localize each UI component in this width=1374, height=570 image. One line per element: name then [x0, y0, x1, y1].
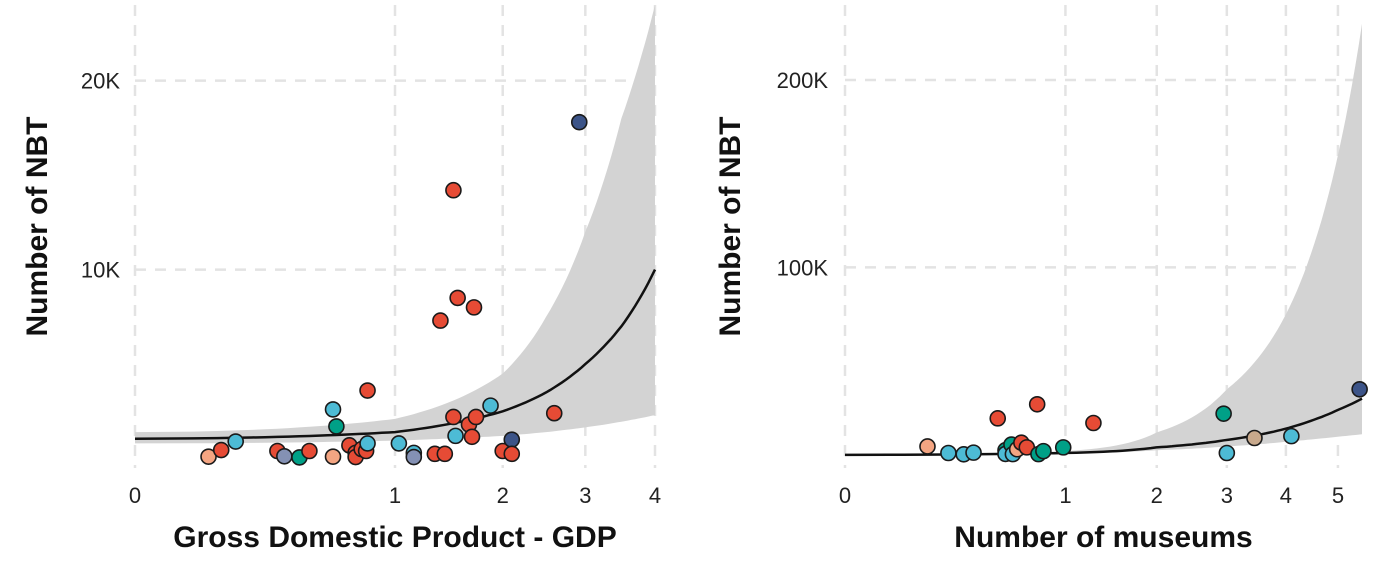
gdp-data-point: [200, 448, 217, 465]
gdp-x-tick-label: 2: [497, 483, 509, 508]
gdp-points: [200, 113, 588, 466]
gdp-data-point: [324, 401, 342, 418]
gdp-x-tick-label: 3: [579, 483, 591, 508]
gdp-data-point: [390, 435, 408, 452]
museums-data-point: [989, 410, 1007, 427]
museums-x-axis-title: Number of museums: [954, 521, 1252, 554]
gdp-data-point: [482, 397, 499, 414]
museums-panel: 0 1 2 3 4 5 100K 200K Number of museums Number…: [714, 5, 1368, 554]
gdp-data-point: [324, 448, 342, 465]
gdp-data-point: [227, 433, 244, 450]
museums-data-point: [1351, 380, 1368, 398]
museums-x-tick-labels: 0 1 2 3 4 5: [839, 483, 1344, 508]
gdp-data-point: [405, 448, 423, 466]
gdp-fit-line: [134, 269, 657, 440]
museums-data-point: [1054, 439, 1072, 456]
gdp-data-point: [445, 408, 462, 426]
museums-data-point: [1085, 414, 1102, 432]
gdp-y-tick-label: 20K: [81, 69, 120, 94]
gdp-x-tick-labels: 0 1 2 3 4: [129, 483, 661, 508]
museums-data-point: [1283, 427, 1300, 445]
museums-fit-line: [844, 397, 1363, 457]
museums-data-point: [1215, 405, 1232, 422]
museums-x-tick-label: 2: [1151, 483, 1163, 508]
gdp-y-tick-label: 10K: [81, 258, 120, 283]
museums-data-point: [1218, 444, 1236, 462]
museums-x-tick-label: 5: [1332, 483, 1344, 508]
museums-data-point: [940, 444, 957, 462]
museums-data-point: [965, 444, 982, 461]
gdp-y-axis-title: Number of NBT: [21, 117, 54, 337]
museums-x-tick-label: 4: [1280, 483, 1292, 508]
museums-y-tick-label: 100K: [777, 255, 829, 280]
gdp-data-point: [432, 312, 449, 329]
gdp-data-point: [449, 289, 466, 307]
gdp-data-point: [447, 427, 464, 445]
gdp-data-point: [503, 431, 521, 448]
gdp-data-point: [570, 113, 588, 131]
gdp-data-point: [301, 442, 318, 460]
museums-x-tick-label: 1: [1059, 483, 1071, 508]
museums-points: [919, 380, 1368, 463]
museums-data-point: [919, 438, 936, 455]
museums-data-point: [1035, 442, 1052, 460]
gdp-x-axis-title: Gross Domestic Product - GDP: [173, 521, 616, 554]
gdp-data-point: [467, 408, 485, 426]
museums-confidence-band: [845, 23, 1362, 455]
museums-y-axis-title: Number of NBT: [714, 117, 747, 337]
gdp-data-point: [212, 441, 230, 459]
gdp-data-point: [359, 435, 376, 452]
gdp-x-tick-label: 4: [649, 483, 661, 508]
gdp-y-tick-labels: 10K 20K: [81, 69, 120, 283]
museums-x-tick-label: 0: [839, 483, 851, 508]
museums-y-tick-label: 200K: [777, 68, 829, 93]
gdp-data-point: [436, 445, 454, 463]
gdp-x-tick-label: 0: [129, 483, 141, 508]
gdp-data-point: [276, 447, 293, 465]
gdp-data-point: [545, 404, 563, 422]
gdp-data-point: [465, 299, 483, 316]
gdp-data-point: [463, 428, 481, 446]
museums-x-tick-label: 3: [1221, 483, 1233, 508]
museums-data-point: [1028, 395, 1046, 413]
gdp-confidence-band: [135, 5, 655, 444]
gdp-data-point: [445, 181, 462, 199]
gdp-data-point: [503, 445, 521, 463]
gdp-panel: 0 1 2 3 4 10K 20K Gross Domestic Product - GD…: [21, 5, 661, 554]
gdp-data-point: [328, 418, 345, 435]
museums-data-point: [1246, 429, 1263, 447]
gdp-x-tick-label: 1: [389, 483, 401, 508]
gdp-data-point: [359, 382, 376, 399]
museums-y-tick-labels: 100K 200K: [777, 68, 829, 280]
